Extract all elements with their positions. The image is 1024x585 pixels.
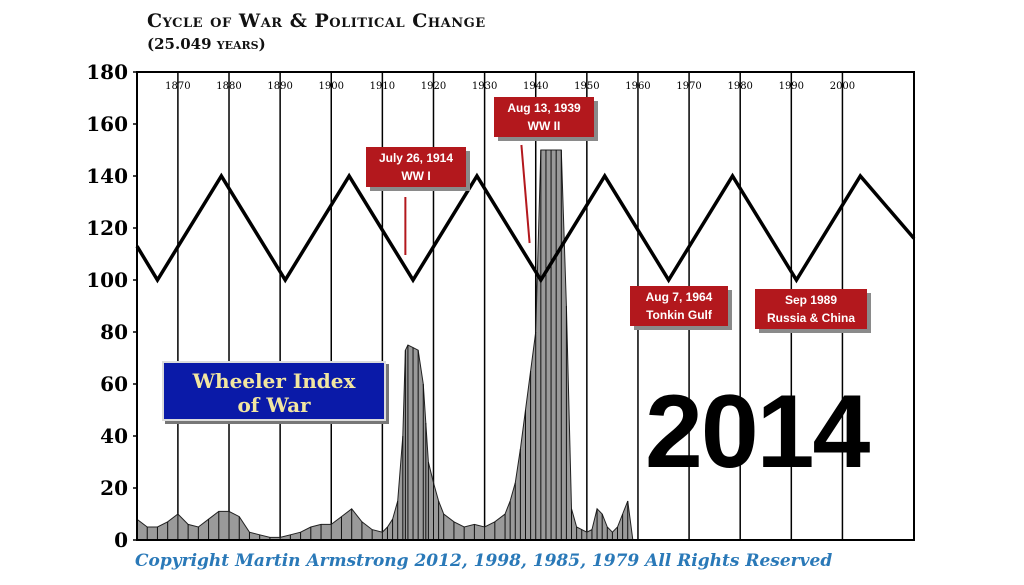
- y-tick-label-0: 0: [114, 528, 128, 552]
- x-tick-label-1910: 1910: [370, 81, 395, 92]
- legend-box: Wheeler Index of War: [162, 361, 386, 421]
- callout-tonkin: Aug 7, 1964 Tonkin Gulf: [630, 286, 728, 326]
- y-tick-label-40: 40: [100, 424, 128, 448]
- big-year-label: 2014: [645, 374, 870, 490]
- y-tick-label-100: 100: [86, 268, 128, 292]
- y-tick-label-180: 180: [86, 60, 128, 84]
- x-tick-label-1940: 1940: [523, 81, 548, 92]
- y-tick-label-120: 120: [86, 216, 128, 240]
- legend-box-line1: Wheeler Index: [192, 369, 356, 393]
- y-tick-label-80: 80: [100, 320, 128, 344]
- callout-ww1-date: July 26, 1914: [378, 151, 454, 165]
- y-tick-label-60: 60: [100, 372, 128, 396]
- callout-tonkin-label: Tonkin Gulf: [646, 308, 712, 322]
- wheeler-index-area: [136, 149, 634, 541]
- x-tick-label-1950: 1950: [574, 81, 599, 92]
- callout-ww1-label: WW I: [401, 169, 431, 183]
- cycle-line: [135, 172, 916, 284]
- plot-frame: [136, 71, 915, 541]
- x-tick-label-1980: 1980: [727, 81, 752, 92]
- x-tick-label-1870: 1870: [165, 81, 190, 92]
- callout-ww2-date: Aug 13, 1939: [507, 101, 581, 115]
- chart-subtitle: (25.049 years): [147, 35, 266, 53]
- x-tick-label-1970: 1970: [676, 81, 701, 92]
- chart-title: Cycle of War & Political Change: [147, 10, 486, 32]
- x-tick-label-2000: 2000: [830, 81, 855, 92]
- callout-ww2-label: WW II: [527, 119, 561, 133]
- x-tick-label-1990: 1990: [779, 81, 804, 92]
- y-tick-label-160: 160: [86, 112, 128, 136]
- y-tick-label-20: 20: [100, 476, 128, 500]
- x-tick-label-1890: 1890: [267, 81, 292, 92]
- callout-russia-china: Sep 1989 Russia & China: [755, 289, 867, 329]
- y-tick-label-140: 140: [86, 164, 128, 188]
- callout-russia-china-date: Sep 1989: [784, 293, 838, 307]
- copyright-notice: Copyright Martin Armstrong 2012, 1998, 1…: [135, 551, 833, 571]
- callout-ww2: Aug 13, 1939 WW II: [494, 97, 594, 137]
- x-tick-label-1880: 1880: [216, 81, 241, 92]
- x-tick-label-1920: 1920: [421, 81, 446, 92]
- leader-ww2: [520, 144, 531, 244]
- callout-ww1: July 26, 1914 WW I: [366, 147, 466, 187]
- legend-box-line2: of War: [237, 393, 311, 417]
- callout-russia-china-label: Russia & China: [766, 311, 856, 325]
- x-tick-label-1960: 1960: [625, 81, 650, 92]
- callout-tonkin-date: Aug 7, 1964: [645, 290, 713, 304]
- x-tick-label-1900: 1900: [319, 81, 344, 92]
- x-tick-label-1930: 1930: [472, 81, 497, 92]
